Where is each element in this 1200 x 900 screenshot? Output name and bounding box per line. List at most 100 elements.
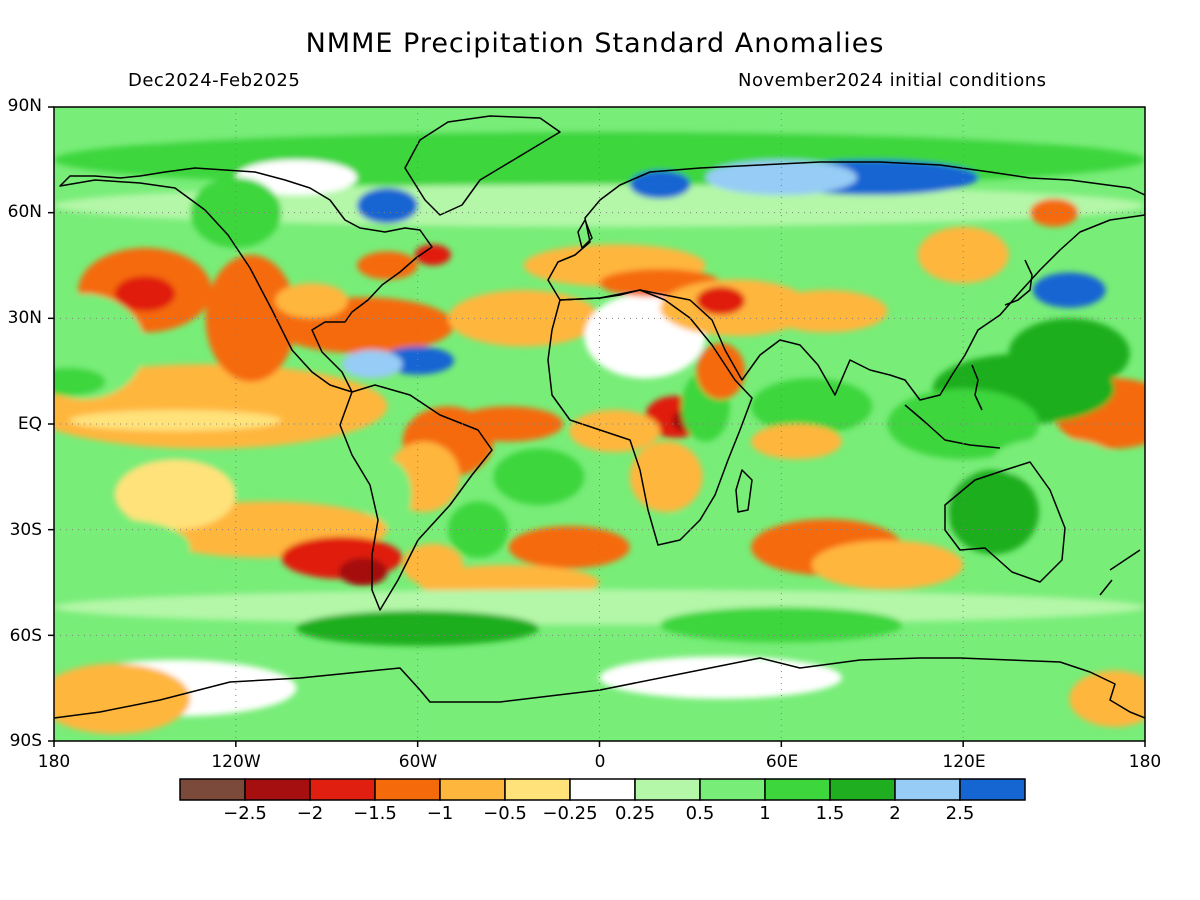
anomaly-patch	[363, 459, 412, 530]
anomaly-patch	[1008, 318, 1130, 389]
colorbar-swatch	[504, 778, 571, 801]
anomaly-patch	[811, 540, 964, 590]
colorbar-label: −0.5	[483, 803, 527, 824]
lon-label-120w: 120W	[211, 752, 261, 772]
colorbar-swatch	[764, 778, 831, 801]
anomaly-patch	[1069, 670, 1145, 727]
lon-label-180w: 180	[37, 752, 71, 772]
anomaly-patch	[114, 276, 176, 312]
colorbar-label: 0.25	[614, 803, 656, 824]
colorbar-label: −1.5	[353, 803, 397, 824]
lon-label-180e: 180	[1128, 752, 1162, 772]
anomaly-patch	[493, 448, 585, 506]
coast-north-america	[59, 167, 433, 393]
colorbar-swatch	[309, 778, 376, 801]
anomaly-patch	[275, 283, 348, 319]
coastlines	[54, 115, 1145, 719]
anomaly-patch	[357, 251, 418, 280]
coast-indonesia	[904, 404, 1001, 449]
anomaly-patch	[705, 159, 858, 196]
anomaly-patch	[447, 501, 509, 558]
anomaly-patch	[205, 254, 297, 382]
anomaly-patch	[696, 286, 745, 315]
anomaly-patch	[454, 406, 564, 442]
anomaly-patch	[751, 424, 842, 460]
lat-label-eq: EQ	[17, 414, 42, 434]
anomaly-patch	[887, 388, 1039, 460]
lon-label-120e: 120E	[942, 752, 986, 772]
colorbar-label: −1	[426, 803, 454, 824]
lat-label-90s: 90S	[9, 731, 42, 751]
coast-africa	[547, 289, 753, 546]
colorbar-swatch	[439, 778, 506, 801]
colorbar-swatch	[374, 778, 441, 801]
colorbar-swatch	[894, 778, 961, 801]
colorbar-swatch	[699, 778, 766, 801]
lat-lon-grid	[54, 107, 1145, 741]
anomaly-patch	[1032, 272, 1106, 308]
initial-conditions-label: November2024 initial conditions	[738, 70, 1047, 91]
coast-uk	[577, 219, 593, 249]
anomaly-patch	[341, 350, 403, 379]
anomaly-patch	[751, 378, 873, 435]
figure-title: NMME Precipitation Standard Anomalies	[305, 28, 885, 59]
coast-antarctica	[54, 657, 1145, 719]
colorbar-label: −2.5	[223, 803, 267, 824]
colorbar-label: 1	[759, 803, 771, 824]
colorbar-swatch	[959, 778, 1026, 801]
colorbar-label: 2.5	[945, 803, 975, 824]
colorbar-swatch	[179, 778, 246, 801]
colorbar-swatch	[634, 778, 701, 801]
coast-eurasia	[547, 161, 1145, 401]
anomaly-patch	[993, 438, 1115, 481]
colorbar-label: 2	[889, 803, 901, 824]
anomaly-patches	[54, 107, 1145, 734]
coast-new-zealand	[1099, 549, 1141, 596]
anomaly-patch	[54, 367, 106, 396]
anomaly-patch	[629, 170, 691, 199]
anomaly-patch	[599, 656, 842, 699]
anomaly-patch	[114, 459, 236, 530]
anomaly-patch	[766, 290, 888, 333]
lat-label-30n: 30N	[7, 308, 42, 328]
lat-label-60n: 60N	[7, 202, 42, 222]
anomaly-patch	[948, 469, 1039, 555]
colorbar-swatch	[244, 778, 311, 801]
anomaly-patch	[447, 290, 600, 347]
anomaly-patch	[54, 663, 191, 734]
anomaly-patch	[54, 519, 191, 576]
colorbar-label: 1.5	[815, 803, 845, 824]
anomaly-patch	[235, 159, 358, 196]
colorbar-label: −0.25	[542, 803, 598, 824]
anomaly-patch	[357, 188, 418, 224]
anomaly-patch	[629, 441, 703, 513]
anomaly-patch	[569, 409, 661, 453]
anomaly-field	[54, 107, 1145, 741]
lat-label-90n: 90N	[7, 96, 42, 116]
anomaly-patch	[1029, 198, 1079, 227]
lon-label-60e: 60E	[765, 752, 799, 772]
anomaly-patch	[660, 607, 903, 643]
anomaly-patch	[190, 177, 282, 248]
anomaly-patch	[338, 557, 388, 587]
coast-australia	[944, 461, 1066, 583]
colorbar-swatches	[179, 778, 1026, 801]
coast-japan	[1004, 259, 1033, 306]
colorbar-label: −2	[296, 803, 324, 824]
colorbar-swatch	[569, 778, 636, 801]
axis-ticks	[48, 106, 1146, 747]
anomaly-patch	[54, 184, 1145, 227]
lat-label-60s: 60S	[9, 626, 42, 646]
lon-label-60w: 60W	[398, 752, 438, 772]
lat-label-30s: 30S	[9, 520, 42, 540]
anomaly-patch	[696, 342, 745, 400]
anomaly-patch	[917, 226, 1009, 284]
anomaly-patch	[296, 610, 539, 646]
lon-label-0: 0	[594, 752, 606, 772]
colorbar-label: 0.5	[685, 803, 715, 824]
coast-south-america	[339, 384, 493, 611]
period-label: Dec2024-Feb2025	[128, 70, 301, 91]
anomaly-patch	[414, 244, 452, 266]
